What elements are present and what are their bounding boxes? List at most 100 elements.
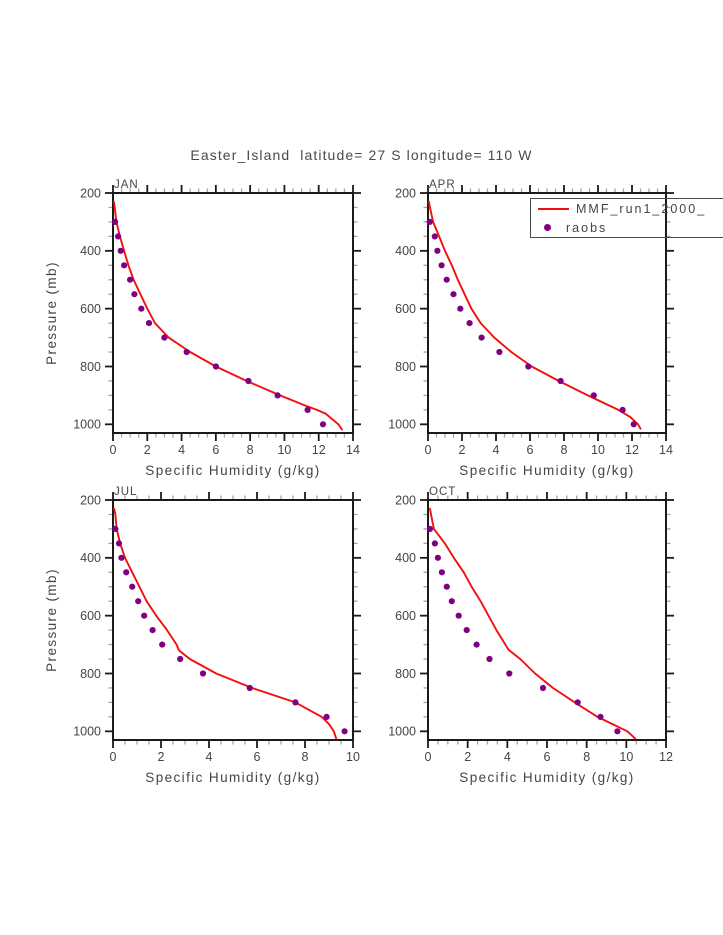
x-tick-label: 6 [254,750,261,764]
x-tick-label: 0 [425,443,432,457]
raobs-point [431,540,438,547]
figure-title: Easter_Island latitude= 27 S longitude= … [190,147,533,163]
x-tick-label: 14 [659,443,673,457]
raobs-point [434,554,441,561]
y-tick-label: 200 [80,186,101,200]
raobs-point [450,291,457,298]
x-tick-label: 12 [659,750,673,764]
raobs-point [199,670,207,677]
x-tick-label: 12 [625,443,639,457]
x-tick-label: 4 [493,443,500,457]
raobs-point [619,406,626,413]
legend-label-raobs: raobs [566,220,608,235]
raobs-point [159,641,166,648]
mmf-line [113,507,338,740]
raobs-point [212,363,219,370]
panel-oct: 0 2 4 6 8 10 12 200 400 600 800 1000 OCT Specific Hum… [388,486,674,785]
y-tick-label: 1000 [388,725,416,739]
panel-apr: 0 2 4 6 8 10 12 14 200 400 600 800 1000 APR Specific H… [388,179,674,478]
raobs-point [319,421,327,428]
raobs-point [145,320,153,327]
raobs-point [438,262,445,269]
x-tick-label: 10 [591,443,605,457]
x-tick-label: 6 [212,443,219,457]
x-tick-label: 2 [144,443,151,457]
x-axis-title: Specific Humidity (g/kg) [145,770,320,785]
raobs-point [274,392,281,399]
raobs-point [115,233,122,240]
y-axis-title: Pressure (mb) [44,261,59,365]
panel-title: APR [429,179,456,191]
raobs-point [177,655,184,663]
legend: MMF_run1_2000_ raobs [530,198,723,238]
legend-entry-raobs: raobs [531,218,723,237]
legend-dot-sample [544,224,551,231]
raobs-point [443,276,450,283]
panel-title: JUL [114,486,137,498]
raobs-point [117,247,124,254]
raobs-point [115,540,123,547]
raobs-point [129,583,136,590]
raobs-point [123,569,130,576]
x-tick-label: 14 [346,443,360,457]
raobs-point [245,377,252,385]
raobs-point [557,377,564,385]
raobs-point [478,334,485,341]
raobs-point [112,218,119,225]
x-axis-title: Specific Humidity (g/kg) [459,463,634,478]
x-tick-label: 4 [178,443,185,457]
raobs-point [434,247,441,254]
raobs-point [118,554,125,561]
y-tick-label: 800 [80,667,101,681]
y-axis-title: Pressure (mb) [44,568,59,672]
raobs-point [426,218,433,225]
raobs-point [292,699,299,706]
x-tick-label: 4 [504,750,511,764]
x-tick-label: 8 [247,443,254,457]
panel-jul: 0 2 4 6 8 10 200 400 600 800 1000 JUL Specific Humid… [44,486,361,785]
raobs-point [341,728,348,735]
raobs-point [457,305,464,312]
legend-entry-mmf: MMF_run1_2000_ [531,199,723,218]
mmf-line [427,200,642,430]
x-axis-title: Specific Humidity (g/kg) [145,463,320,478]
x-tick-label: 12 [312,443,326,457]
raobs-point [438,569,445,576]
raobs-point [630,421,637,428]
y-tick-label: 1000 [73,418,101,432]
x-tick-label: 0 [425,750,432,764]
panel-title: JAN [114,179,139,191]
legend-line-sample [538,207,569,210]
y-tick-label: 200 [395,186,416,200]
raobs-point [246,684,253,692]
x-tick-label: 2 [464,750,471,764]
y-tick-label: 1000 [73,725,101,739]
raobs-point [183,348,190,356]
mmf-line [429,507,637,740]
raobs-point [135,598,142,605]
x-tick-label: 10 [619,750,633,764]
raobs-point [138,305,145,312]
raobs-point [426,525,434,533]
raobs-point [463,627,470,634]
raobs-point [597,713,604,721]
raobs-point [590,392,597,399]
x-tick-label: 0 [110,750,117,764]
panel-title: OCT [429,486,456,498]
raobs-point [431,233,438,240]
x-tick-label: 10 [346,750,360,764]
x-tick-label: 8 [583,750,590,764]
raobs-point [455,612,462,619]
y-tick-label: 800 [395,360,416,374]
mmf-line [112,200,343,431]
raobs-point [614,728,621,735]
raobs-point [131,291,138,298]
y-tick-label: 800 [80,360,101,374]
raobs-point [539,684,547,692]
y-tick-label: 200 [395,493,416,507]
y-tick-label: 600 [80,609,101,623]
raobs-point [574,699,581,706]
